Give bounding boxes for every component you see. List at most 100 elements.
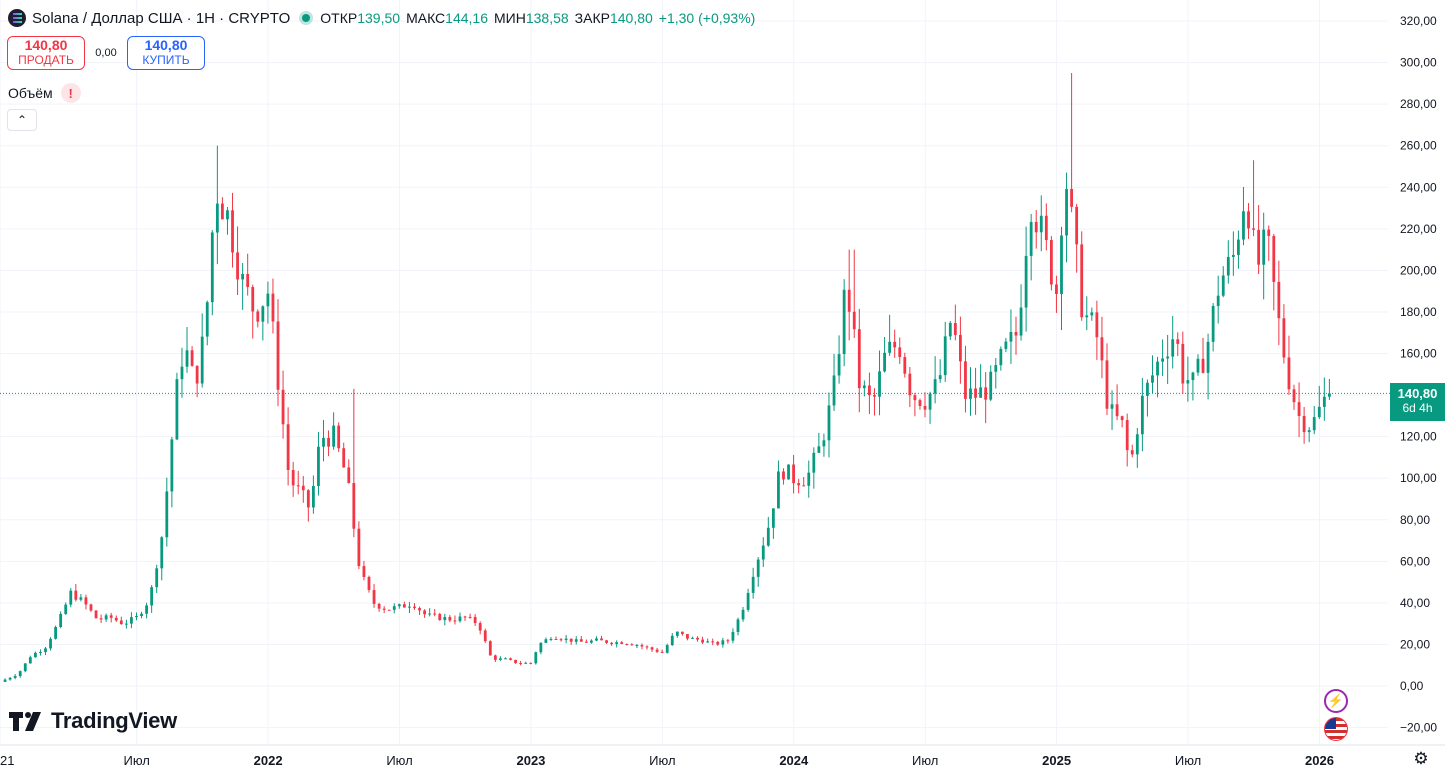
- candle-body: [1282, 318, 1286, 358]
- candle-body: [539, 642, 543, 653]
- us-flag-icon[interactable]: [1324, 717, 1348, 741]
- candle-body: [423, 610, 426, 615]
- candle-body: [23, 663, 27, 672]
- candle-body: [994, 365, 998, 372]
- candle-body: [943, 336, 947, 376]
- candle-body: [574, 639, 578, 642]
- candle-body: [1221, 275, 1225, 296]
- candle-body: [696, 637, 699, 640]
- candle-body: [918, 400, 922, 406]
- candle-body: [989, 371, 993, 400]
- candle-body: [74, 590, 78, 600]
- candle-body: [544, 639, 548, 643]
- x-tick-label: 2023: [516, 753, 545, 768]
- candle-body: [1140, 395, 1144, 435]
- symbol-title[interactable]: Solana / Доллар США · 1Н · CRYPTO: [32, 9, 291, 27]
- candle-body: [691, 637, 694, 639]
- candle-body: [1161, 358, 1164, 362]
- candle-body: [357, 528, 361, 567]
- buy-label: КУПИТЬ: [142, 53, 190, 67]
- candle-body: [625, 643, 629, 645]
- candle-body: [564, 638, 568, 640]
- candle-body: [751, 576, 755, 593]
- candle-body: [837, 354, 841, 376]
- candle-body: [822, 440, 826, 447]
- candle-body: [266, 293, 270, 307]
- candle-body: [1252, 228, 1255, 230]
- candle-body: [291, 470, 295, 486]
- volume-indicator[interactable]: Объём !: [8, 83, 81, 103]
- candle-body: [1196, 358, 1200, 373]
- candle-body: [408, 606, 411, 608]
- time-axis[interactable]: 21 Июл 2022 Июл 2023 Июл 2024 Июл 2025 Июл 2026: [0, 753, 1334, 768]
- candle-body: [347, 467, 351, 484]
- candle-body: [175, 379, 179, 440]
- candle-body: [367, 576, 371, 591]
- candle-body: [8, 677, 12, 680]
- tradingview-logo[interactable]: TradingView: [9, 708, 177, 734]
- candle-body: [979, 387, 983, 398]
- candle-body: [468, 616, 472, 618]
- candle-body: [928, 393, 932, 410]
- candle-body: [94, 610, 98, 619]
- candle-body: [195, 365, 199, 384]
- candle-body: [190, 350, 194, 366]
- y-tick-label: 220,00: [1400, 222, 1437, 236]
- candle-body: [1156, 361, 1159, 376]
- x-tick-label: 2024: [779, 753, 809, 768]
- x-tick-label: Июл: [649, 753, 675, 768]
- candle-body: [200, 336, 204, 384]
- candle-body: [716, 641, 720, 645]
- candle-body: [483, 630, 487, 642]
- spread-value: 0,00: [95, 47, 117, 59]
- open-label: ОТКР: [320, 10, 358, 26]
- candle-body: [686, 634, 689, 639]
- candle-body: [1226, 256, 1230, 276]
- candle-body: [99, 618, 103, 620]
- y-tick-label: 40,00: [1400, 596, 1430, 610]
- candle-body: [1009, 331, 1013, 342]
- candle-body: [322, 437, 325, 447]
- sell-label: ПРОДАТЬ: [18, 53, 74, 67]
- last-price-tag: 140,80 6d 4h: [1390, 383, 1445, 421]
- candle-body: [549, 638, 553, 640]
- candle-body: [1095, 312, 1099, 338]
- candle-body: [69, 590, 73, 605]
- candle-body: [1277, 281, 1281, 319]
- candle-body: [1130, 450, 1134, 455]
- candle-body: [1317, 406, 1321, 418]
- candle-body: [1216, 295, 1220, 306]
- candle-body: [711, 641, 715, 643]
- candle-body: [271, 293, 275, 322]
- gear-icon[interactable]: ⚙: [1413, 749, 1429, 768]
- candle-body: [1055, 284, 1058, 294]
- candle-body: [898, 347, 902, 358]
- price-axis[interactable]: −20,00 0,00 20,00 40,00 60,00 80,00 100,00 120,…: [1400, 14, 1437, 735]
- candle-body: [458, 616, 462, 622]
- sell-button[interactable]: 140,80 ПРОДАТЬ: [7, 36, 85, 70]
- candle-body: [883, 352, 886, 372]
- candle-body: [524, 662, 528, 664]
- candle-body: [246, 274, 250, 288]
- candle-body: [741, 609, 745, 620]
- warning-icon[interactable]: !: [60, 83, 81, 103]
- buy-button[interactable]: 140,80 КУПИТЬ: [127, 36, 205, 70]
- collapse-legend-button[interactable]: ⌃: [7, 109, 37, 131]
- candle-body: [782, 471, 785, 480]
- candle-body: [645, 646, 649, 648]
- candle-body: [44, 648, 47, 653]
- candle-body: [766, 527, 770, 546]
- candle-body: [1085, 315, 1089, 318]
- flash-icon[interactable]: ⚡: [1324, 689, 1348, 713]
- candle-body: [984, 387, 988, 400]
- candle-body: [1125, 420, 1129, 451]
- candle-body: [519, 663, 523, 665]
- candle-body: [205, 302, 209, 337]
- candle-body: [1206, 341, 1210, 373]
- candle-body: [39, 652, 42, 654]
- candle-body: [251, 287, 255, 312]
- candle-body: [908, 373, 912, 396]
- candle-body: [1014, 331, 1018, 336]
- candle-body: [529, 662, 533, 664]
